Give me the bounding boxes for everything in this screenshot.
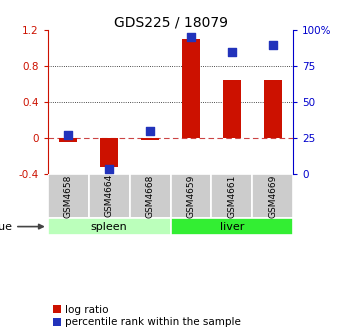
Text: spleen: spleen	[91, 221, 128, 232]
Text: GSM4664: GSM4664	[105, 174, 114, 217]
Point	[106, 167, 112, 172]
Text: GSM4669: GSM4669	[268, 174, 277, 217]
Bar	[223, 80, 241, 138]
Point	[188, 35, 194, 40]
FancyBboxPatch shape	[211, 174, 252, 218]
Text: GSM4661: GSM4661	[227, 174, 236, 217]
Bar	[141, 138, 159, 140]
FancyBboxPatch shape	[48, 218, 170, 235]
Point	[229, 49, 235, 54]
Text: tissue: tissue	[0, 221, 13, 232]
Text: GSM4668: GSM4668	[146, 174, 154, 217]
Bar	[182, 39, 200, 138]
Text: GSM4659: GSM4659	[187, 174, 195, 217]
Point	[65, 132, 71, 138]
FancyBboxPatch shape	[130, 174, 170, 218]
Point	[270, 42, 276, 47]
Text: liver: liver	[220, 221, 244, 232]
Legend: log ratio, percentile rank within the sample: log ratio, percentile rank within the sa…	[53, 305, 241, 327]
FancyBboxPatch shape	[89, 174, 130, 218]
Text: GSM4658: GSM4658	[64, 174, 73, 217]
Bar	[264, 80, 282, 138]
FancyBboxPatch shape	[252, 174, 293, 218]
Point	[147, 128, 153, 133]
Bar	[100, 138, 118, 167]
FancyBboxPatch shape	[48, 174, 89, 218]
Title: GDS225 / 18079: GDS225 / 18079	[114, 15, 227, 29]
FancyBboxPatch shape	[170, 174, 211, 218]
Bar	[59, 138, 77, 142]
FancyBboxPatch shape	[170, 218, 293, 235]
